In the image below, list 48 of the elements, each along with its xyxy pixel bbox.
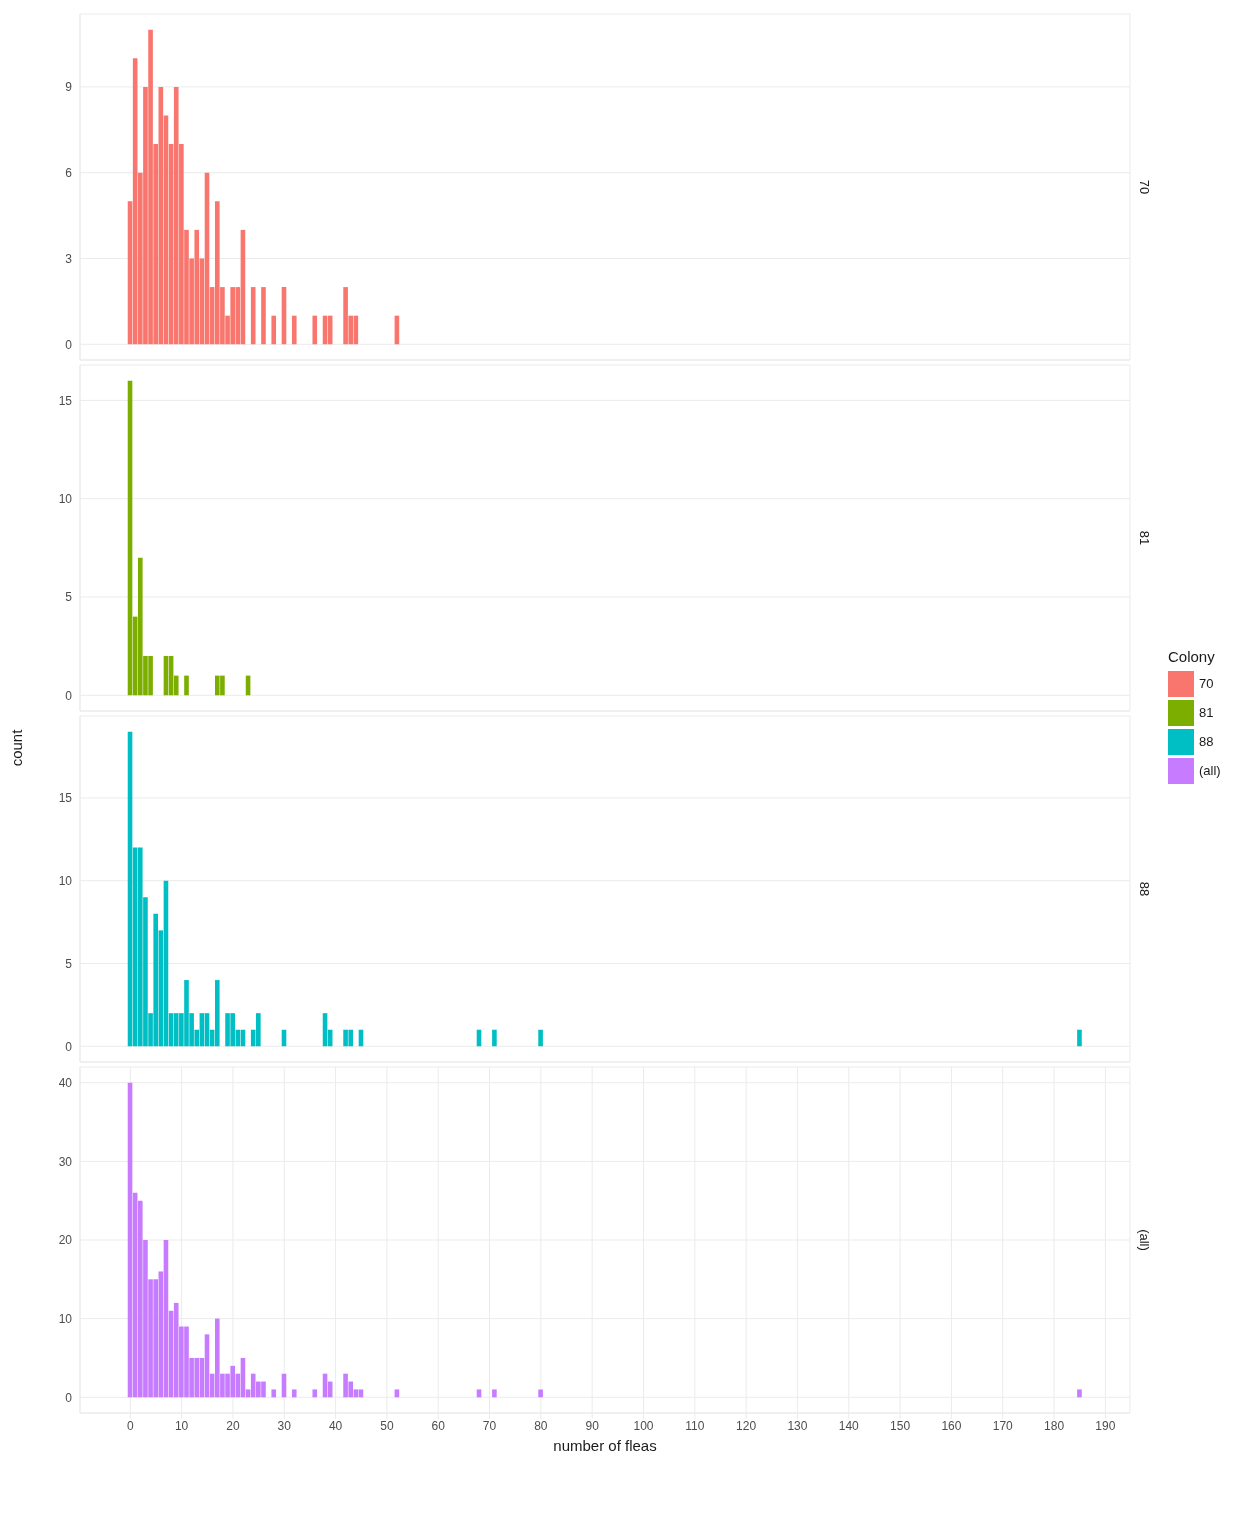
y-tick-label: 15 bbox=[58, 791, 73, 806]
x-tick-label: 160 bbox=[941, 1418, 962, 1433]
x-tick-label: 70 bbox=[482, 1418, 497, 1433]
y-tick-label: 3 bbox=[65, 251, 73, 266]
y-tick-label: 30 bbox=[58, 1154, 73, 1169]
legend-label: 70 bbox=[1199, 676, 1214, 691]
legend-label: (all) bbox=[1199, 763, 1221, 778]
text: 81 bbox=[1137, 530, 1153, 546]
y-tick-label: 0 bbox=[65, 337, 73, 352]
y-tick-label: 9 bbox=[65, 80, 73, 95]
x-axis-title: number of fleas bbox=[552, 1437, 658, 1454]
x-tick-label: 10 bbox=[174, 1418, 189, 1433]
x-tick-label: 150 bbox=[890, 1418, 911, 1433]
x-tick-label: 0 bbox=[126, 1418, 134, 1433]
x-tick-label: 130 bbox=[787, 1418, 808, 1433]
x-tick-label: 90 bbox=[585, 1418, 600, 1433]
y-tick-label: 10 bbox=[58, 1311, 73, 1326]
x-tick-label: 100 bbox=[633, 1418, 654, 1433]
y-tick-label: 10 bbox=[58, 873, 73, 888]
y-tick-label: 6 bbox=[65, 165, 73, 180]
text: 88 bbox=[1137, 881, 1153, 897]
legend-label: 81 bbox=[1199, 705, 1214, 720]
y-tick-label: 0 bbox=[65, 1039, 73, 1054]
y-tick-label: 15 bbox=[58, 393, 73, 408]
x-tick-label: 120 bbox=[736, 1418, 757, 1433]
x-tick-label: 170 bbox=[992, 1418, 1014, 1433]
legend-label: 88 bbox=[1199, 734, 1214, 749]
x-tick-label: 190 bbox=[1095, 1418, 1116, 1433]
y-tick-label: 0 bbox=[65, 1390, 73, 1405]
x-tick-label: 80 bbox=[534, 1418, 548, 1433]
y-axis-title: count bbox=[8, 729, 25, 767]
x-tick-label: 30 bbox=[277, 1418, 292, 1433]
x-tick-label: 40 bbox=[328, 1418, 343, 1433]
text: 70 bbox=[1137, 179, 1153, 195]
x-tick-label: 110 bbox=[685, 1418, 705, 1433]
x-tick-label: 180 bbox=[1044, 1418, 1065, 1433]
y-tick-label: 10 bbox=[58, 491, 73, 506]
x-tick-label: 140 bbox=[838, 1418, 860, 1433]
x-tick-label: 60 bbox=[431, 1418, 446, 1433]
x-tick-label: 50 bbox=[380, 1418, 394, 1433]
y-tick-label: 5 bbox=[65, 590, 73, 605]
y-tick-label: 20 bbox=[58, 1233, 73, 1248]
text: (all) bbox=[1137, 1229, 1153, 1251]
y-tick-label: 40 bbox=[58, 1075, 73, 1090]
y-tick-label: 5 bbox=[65, 956, 73, 971]
x-tick-label: 20 bbox=[226, 1418, 240, 1433]
legend-title: Colony bbox=[1168, 648, 1216, 665]
y-tick-label: 0 bbox=[65, 688, 73, 703]
